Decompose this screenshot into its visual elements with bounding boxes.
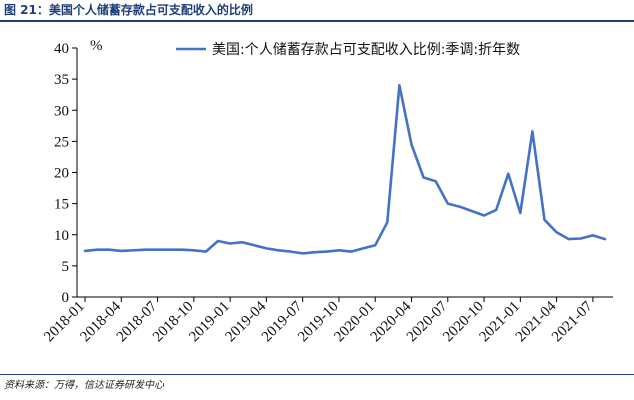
title-rule [0, 20, 634, 22]
x-tick-label: 2021-07 [549, 298, 596, 345]
y-axis-unit: % [90, 38, 103, 54]
y-tick-label: 20 [54, 166, 69, 182]
y-tick-label: 10 [54, 228, 69, 244]
series-marks [83, 84, 607, 255]
y-tick-label: 5 [62, 259, 70, 275]
legend-label: 美国:个人储蓄存款占可支配收入比例:季调:折年数 [212, 42, 520, 58]
y-tick-label: 25 [54, 134, 69, 150]
y-tick-label: 40 [54, 41, 69, 57]
source-rule [0, 374, 634, 375]
y-tick-label: 15 [54, 197, 69, 213]
y-tick-label: 30 [54, 103, 69, 119]
figure-title: 图 21：美国个人储蓄存款占可支配收入的比例 [4, 3, 253, 17]
y-tick-label: 0 [62, 290, 70, 306]
series-line [83, 84, 607, 255]
y-tick-label: 35 [54, 72, 69, 88]
legend: 美国:个人储蓄存款占可支配收入比例:季调:折年数 [176, 42, 520, 58]
source-note: 资料来源：万得，信达证券研发中心 [4, 380, 164, 391]
